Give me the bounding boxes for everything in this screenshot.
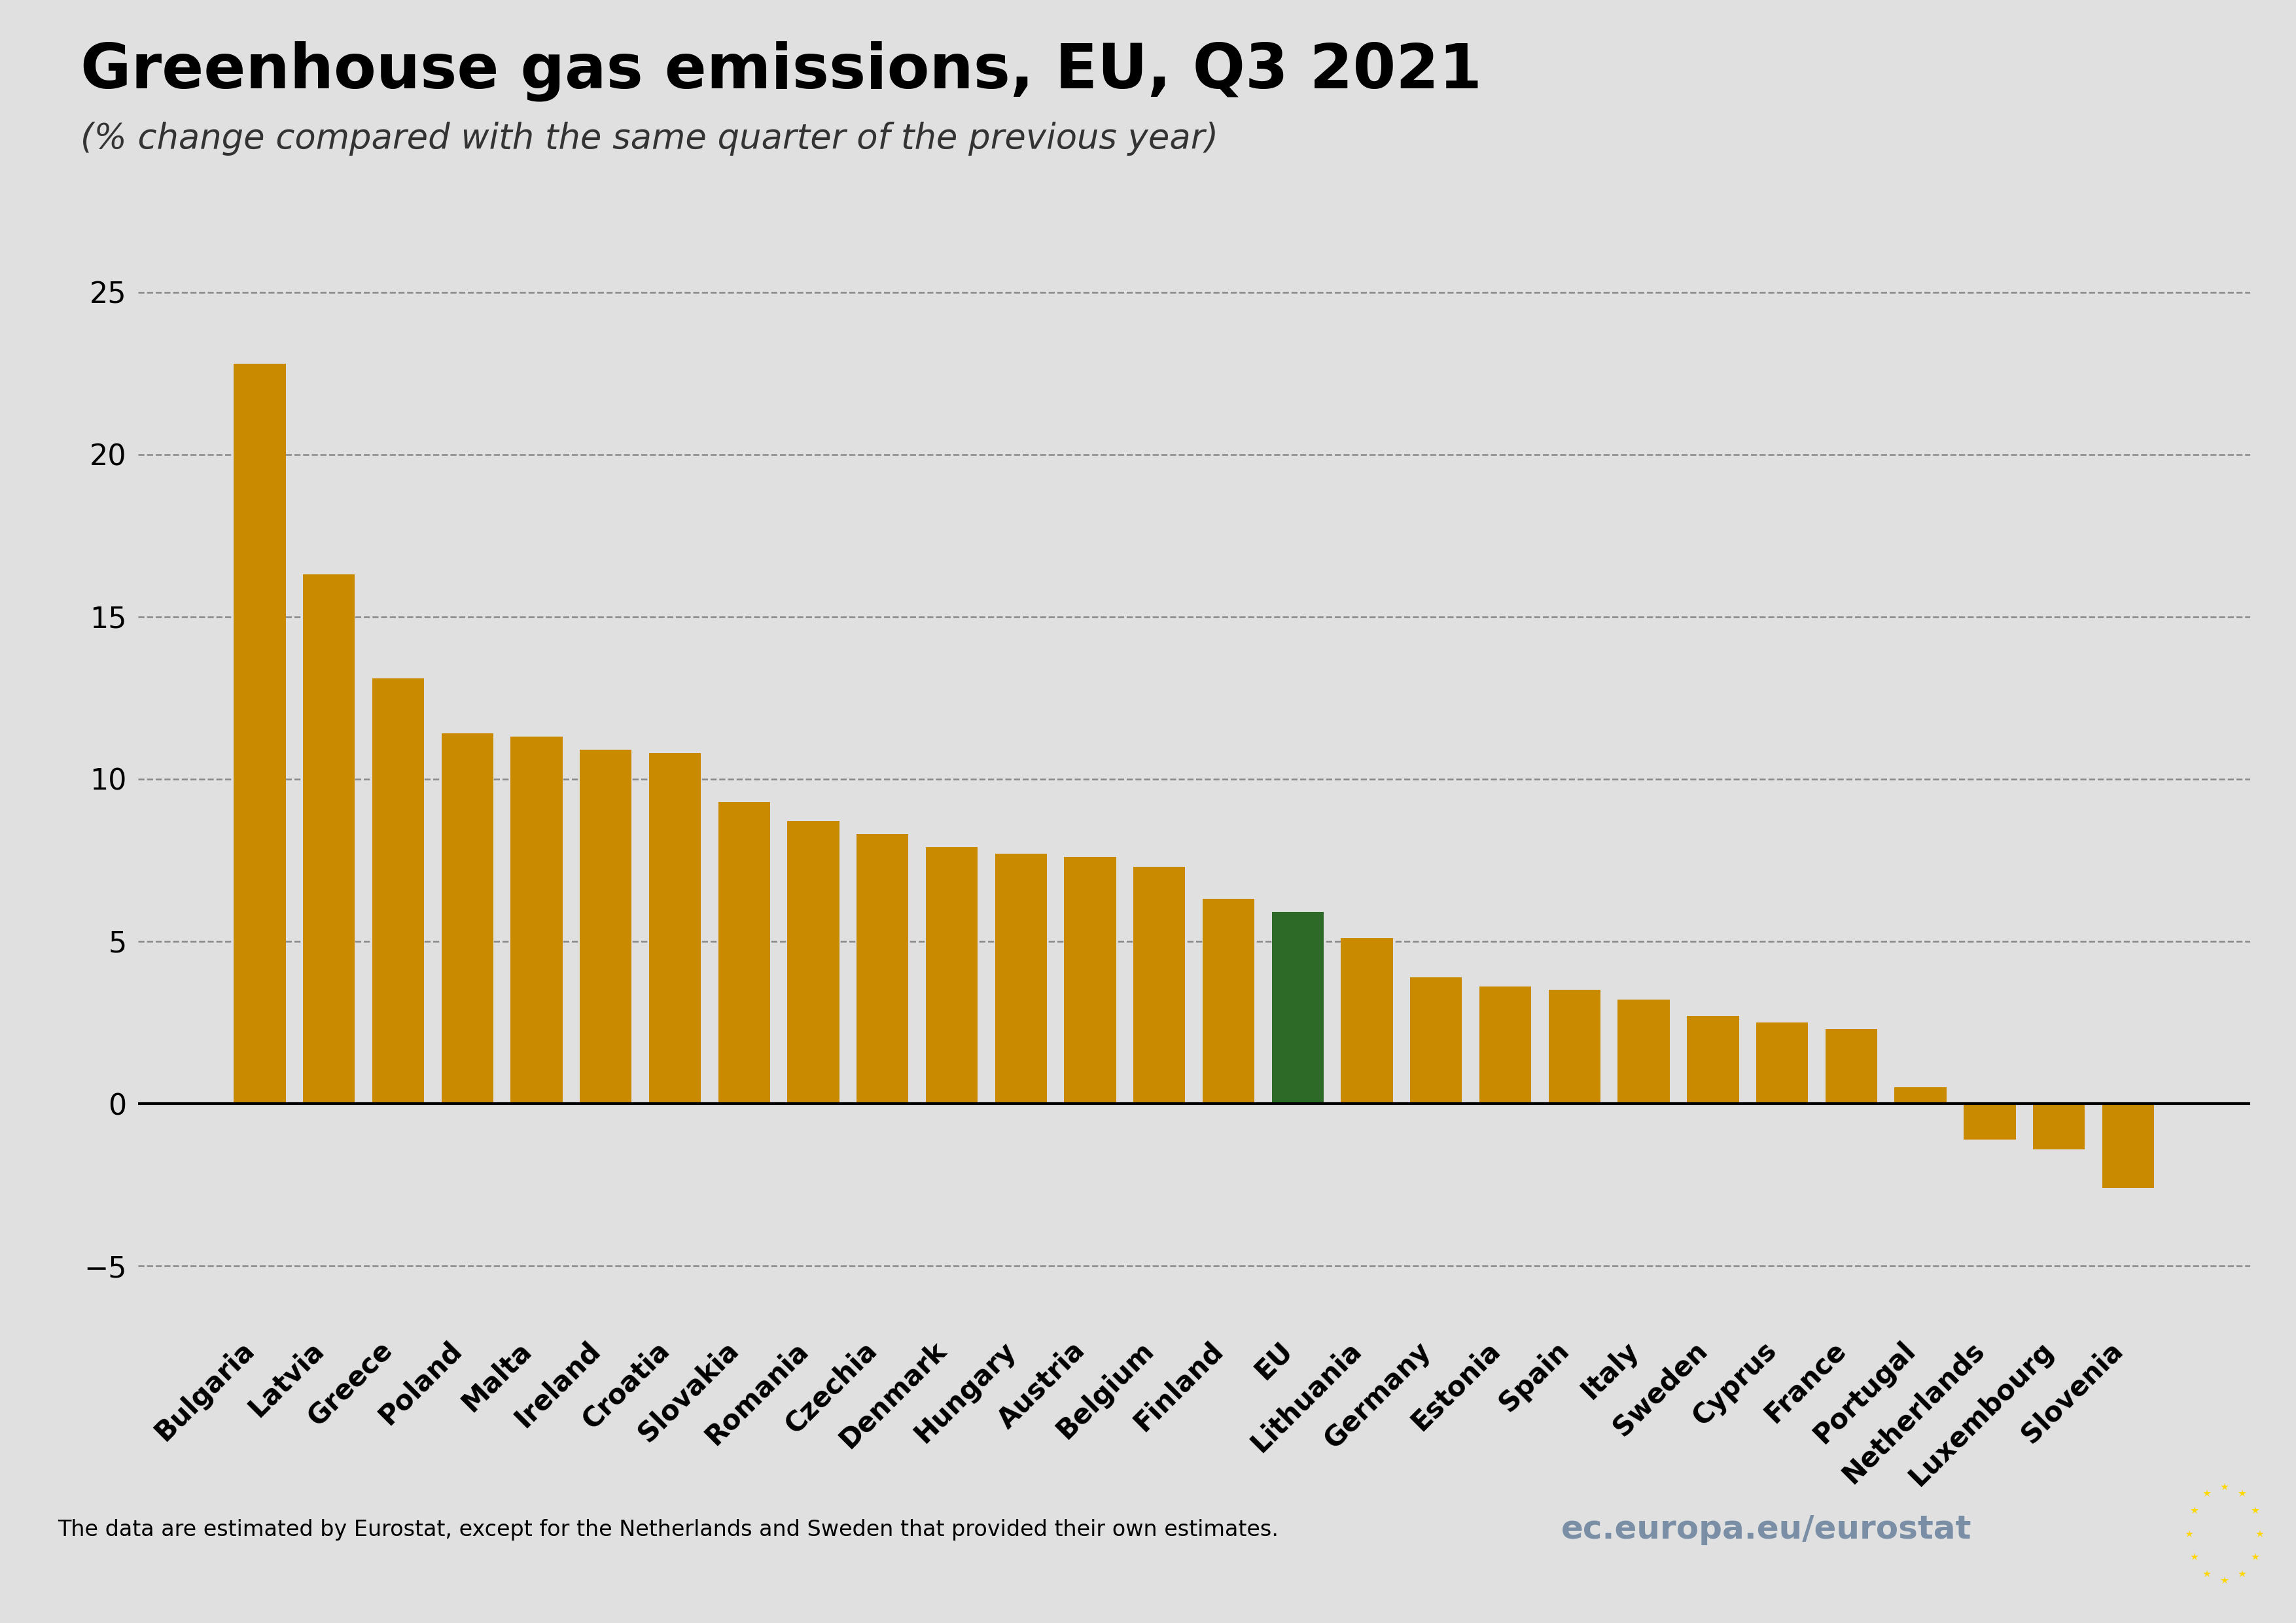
Text: The data are estimated by Eurostat, except for the Netherlands and Sweden that p: The data are estimated by Eurostat, exce… bbox=[57, 1519, 1279, 1540]
Bar bbox=[788, 821, 840, 1104]
Bar bbox=[1619, 1000, 1669, 1104]
Bar bbox=[1203, 899, 1254, 1104]
Bar bbox=[1756, 1022, 1807, 1104]
Bar bbox=[234, 364, 285, 1104]
Bar bbox=[1410, 977, 1463, 1104]
Bar bbox=[1479, 987, 1531, 1104]
Bar bbox=[1134, 867, 1185, 1104]
Bar bbox=[581, 750, 631, 1104]
Bar bbox=[372, 678, 425, 1104]
Bar bbox=[856, 834, 909, 1104]
Bar bbox=[510, 737, 563, 1104]
Bar bbox=[925, 847, 978, 1104]
Bar bbox=[1963, 1104, 2016, 1139]
Bar bbox=[2103, 1104, 2154, 1188]
Bar bbox=[1272, 912, 1325, 1104]
Bar bbox=[1548, 990, 1600, 1104]
Text: ec.europa.eu/eurostat: ec.europa.eu/eurostat bbox=[1561, 1514, 1972, 1545]
Bar bbox=[1894, 1087, 1947, 1104]
Bar bbox=[1063, 857, 1116, 1104]
Bar bbox=[1688, 1016, 1738, 1104]
Bar bbox=[303, 575, 356, 1104]
Bar bbox=[441, 734, 494, 1104]
Bar bbox=[650, 753, 700, 1104]
Text: (% change compared with the same quarter of the previous year): (% change compared with the same quarter… bbox=[80, 122, 1219, 156]
Text: Greenhouse gas emissions, EU, Q3 2021: Greenhouse gas emissions, EU, Q3 2021 bbox=[80, 41, 1481, 101]
Bar bbox=[994, 854, 1047, 1104]
Bar bbox=[2032, 1104, 2085, 1149]
Bar bbox=[1825, 1029, 1878, 1104]
Bar bbox=[719, 802, 769, 1104]
Bar bbox=[1341, 938, 1394, 1104]
